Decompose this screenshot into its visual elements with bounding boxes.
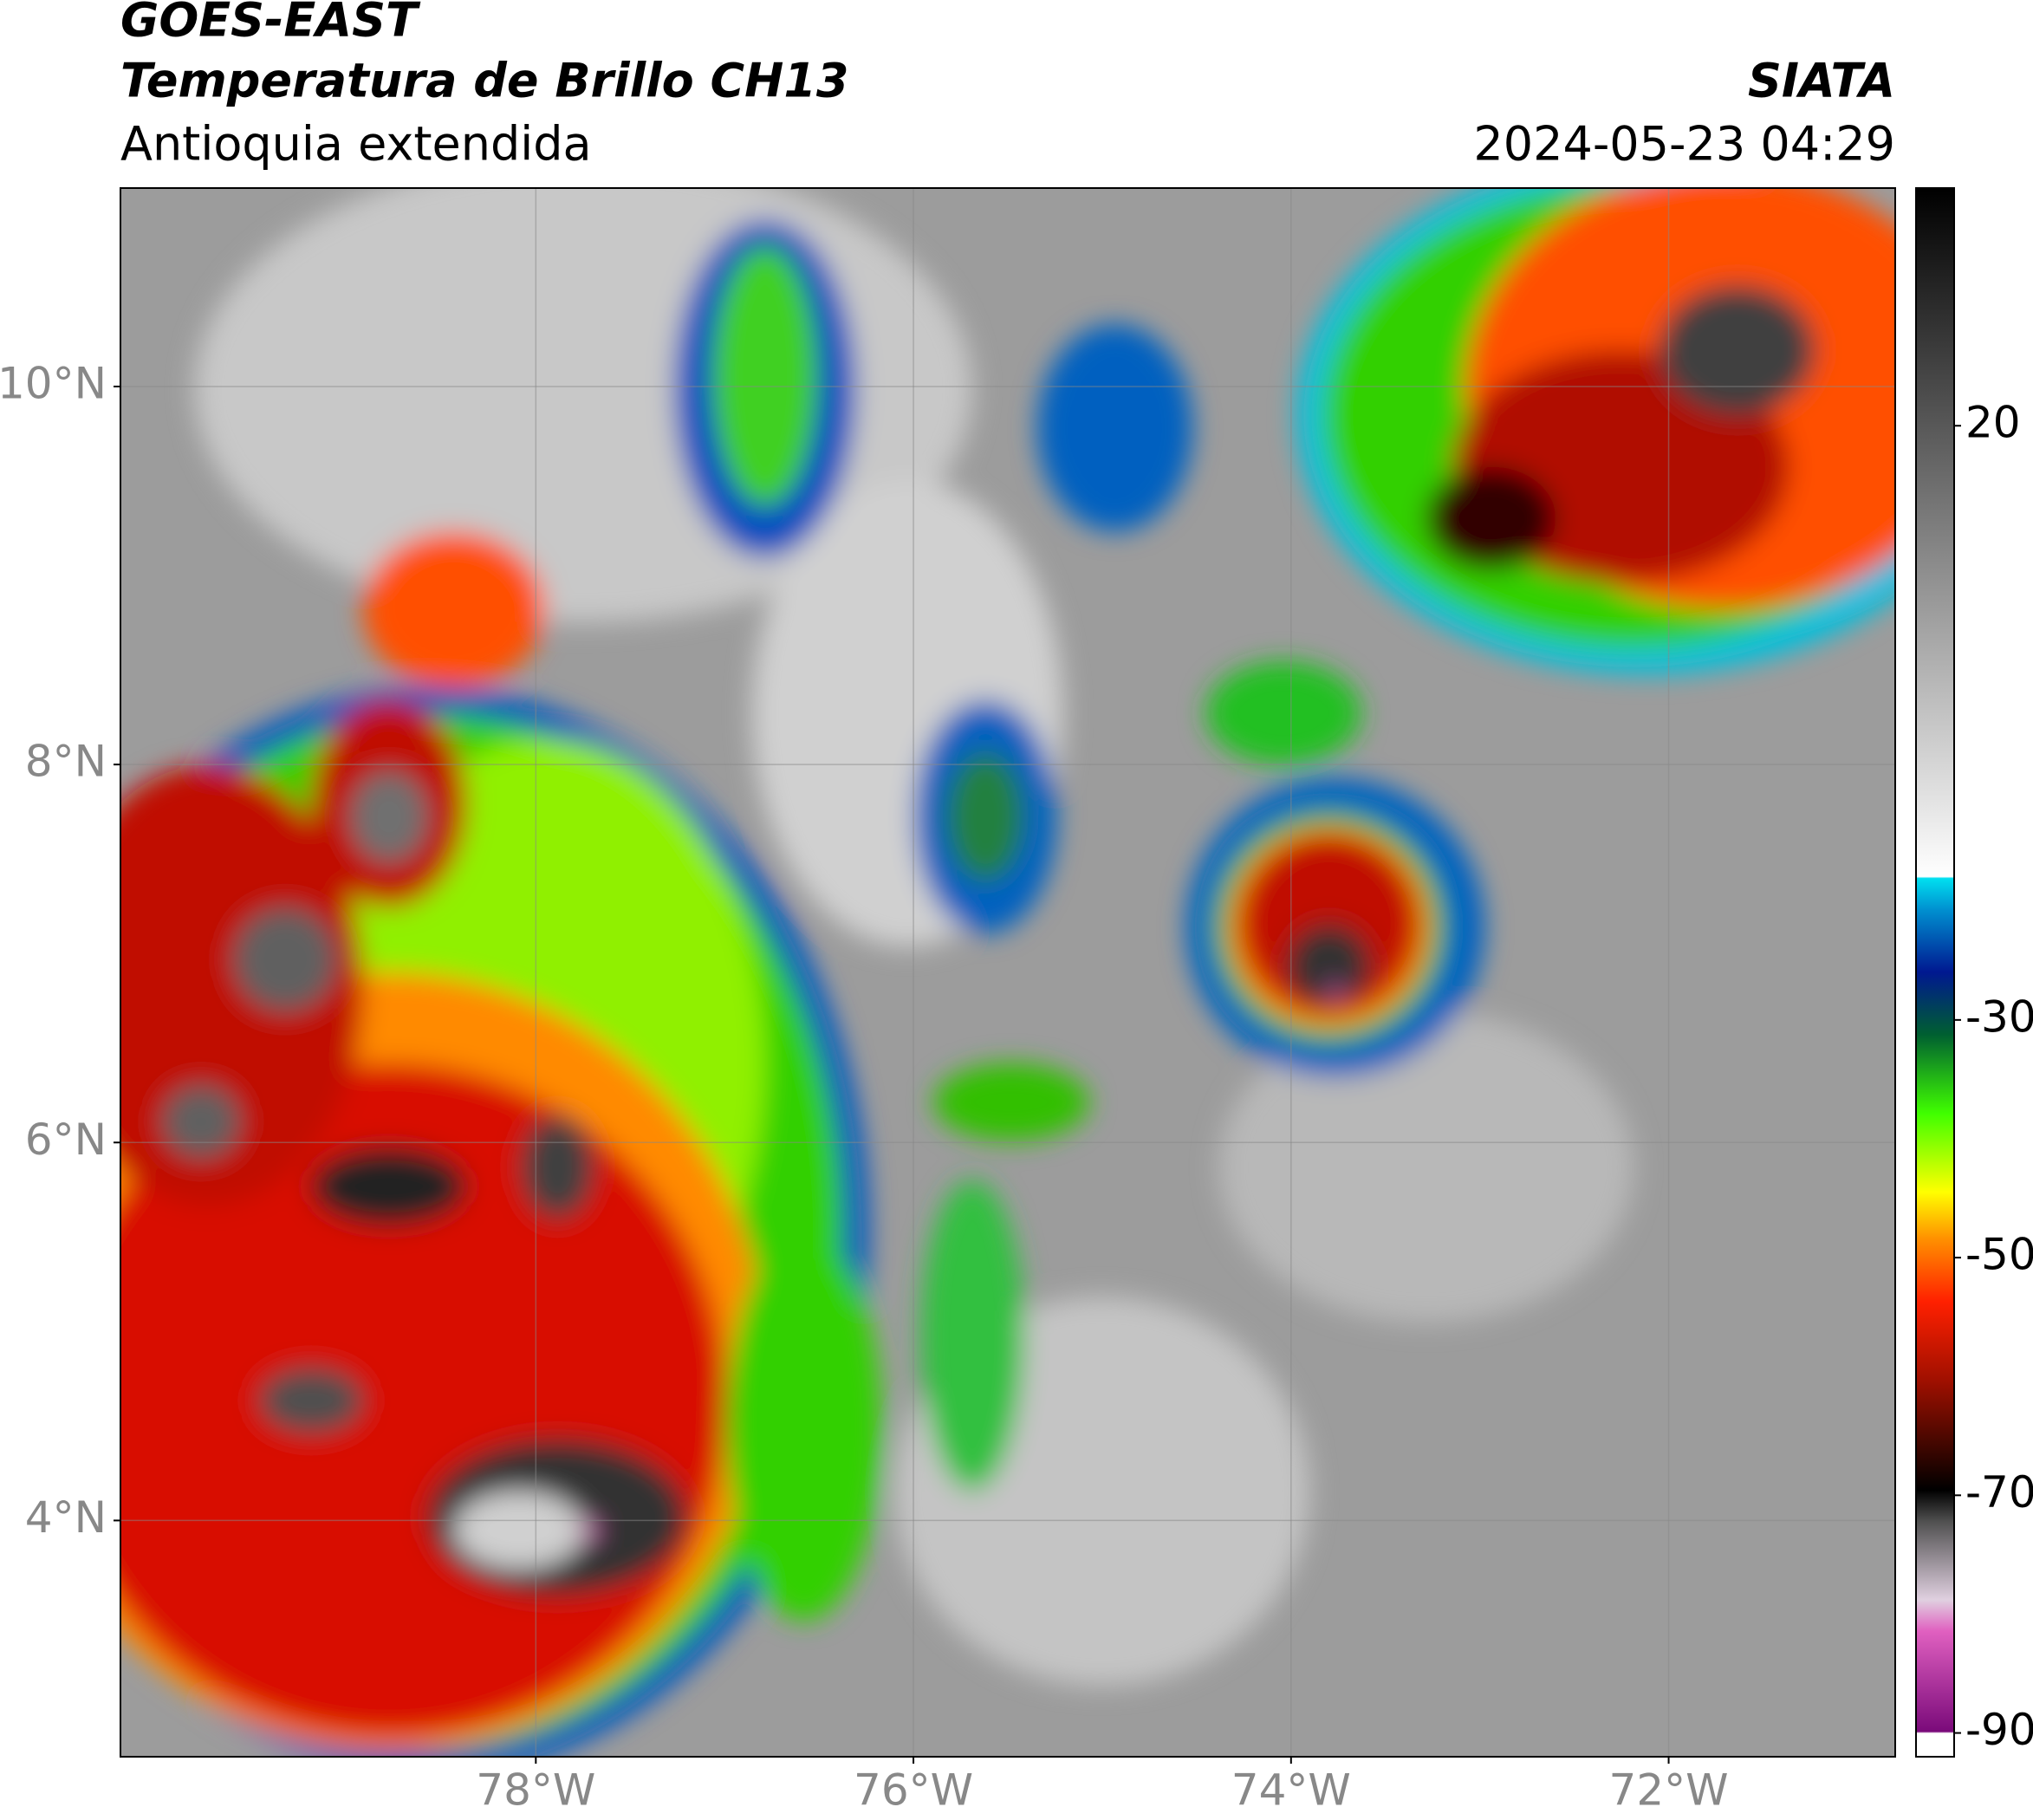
datetime: 2024-05-23 04:29 [1473, 117, 1895, 172]
colorbar-label: -30 [1965, 991, 2033, 1042]
x-tick-label: 78°W [476, 1765, 595, 1816]
subtitle: Temperatura de Brillo CH13 [120, 54, 849, 108]
colorbar-label: -90 [1965, 1705, 2033, 1755]
region: Antioquia extendida [120, 117, 592, 172]
map-frame [120, 187, 1896, 1758]
grid [120, 188, 1895, 1757]
title: GOES-EAST [120, 0, 421, 48]
y-tick-label: 6°N [25, 1115, 107, 1165]
source: SIATA [1748, 54, 1895, 108]
x-tick-label: 76°W [854, 1765, 973, 1816]
colorbar-label: -70 [1965, 1467, 2033, 1518]
colorbar-label: 20 [1965, 398, 2021, 448]
colorbar [1915, 187, 1955, 1758]
y-tick-label: 10°N [0, 358, 107, 408]
x-tick-label: 74°W [1231, 1765, 1351, 1816]
x-tick-label: 72°W [1609, 1765, 1729, 1816]
colorbar-label: -50 [1965, 1230, 2033, 1280]
y-tick-label: 4°N [25, 1492, 107, 1543]
y-tick-label: 8°N [25, 737, 107, 787]
satellite-image [120, 188, 1895, 1757]
